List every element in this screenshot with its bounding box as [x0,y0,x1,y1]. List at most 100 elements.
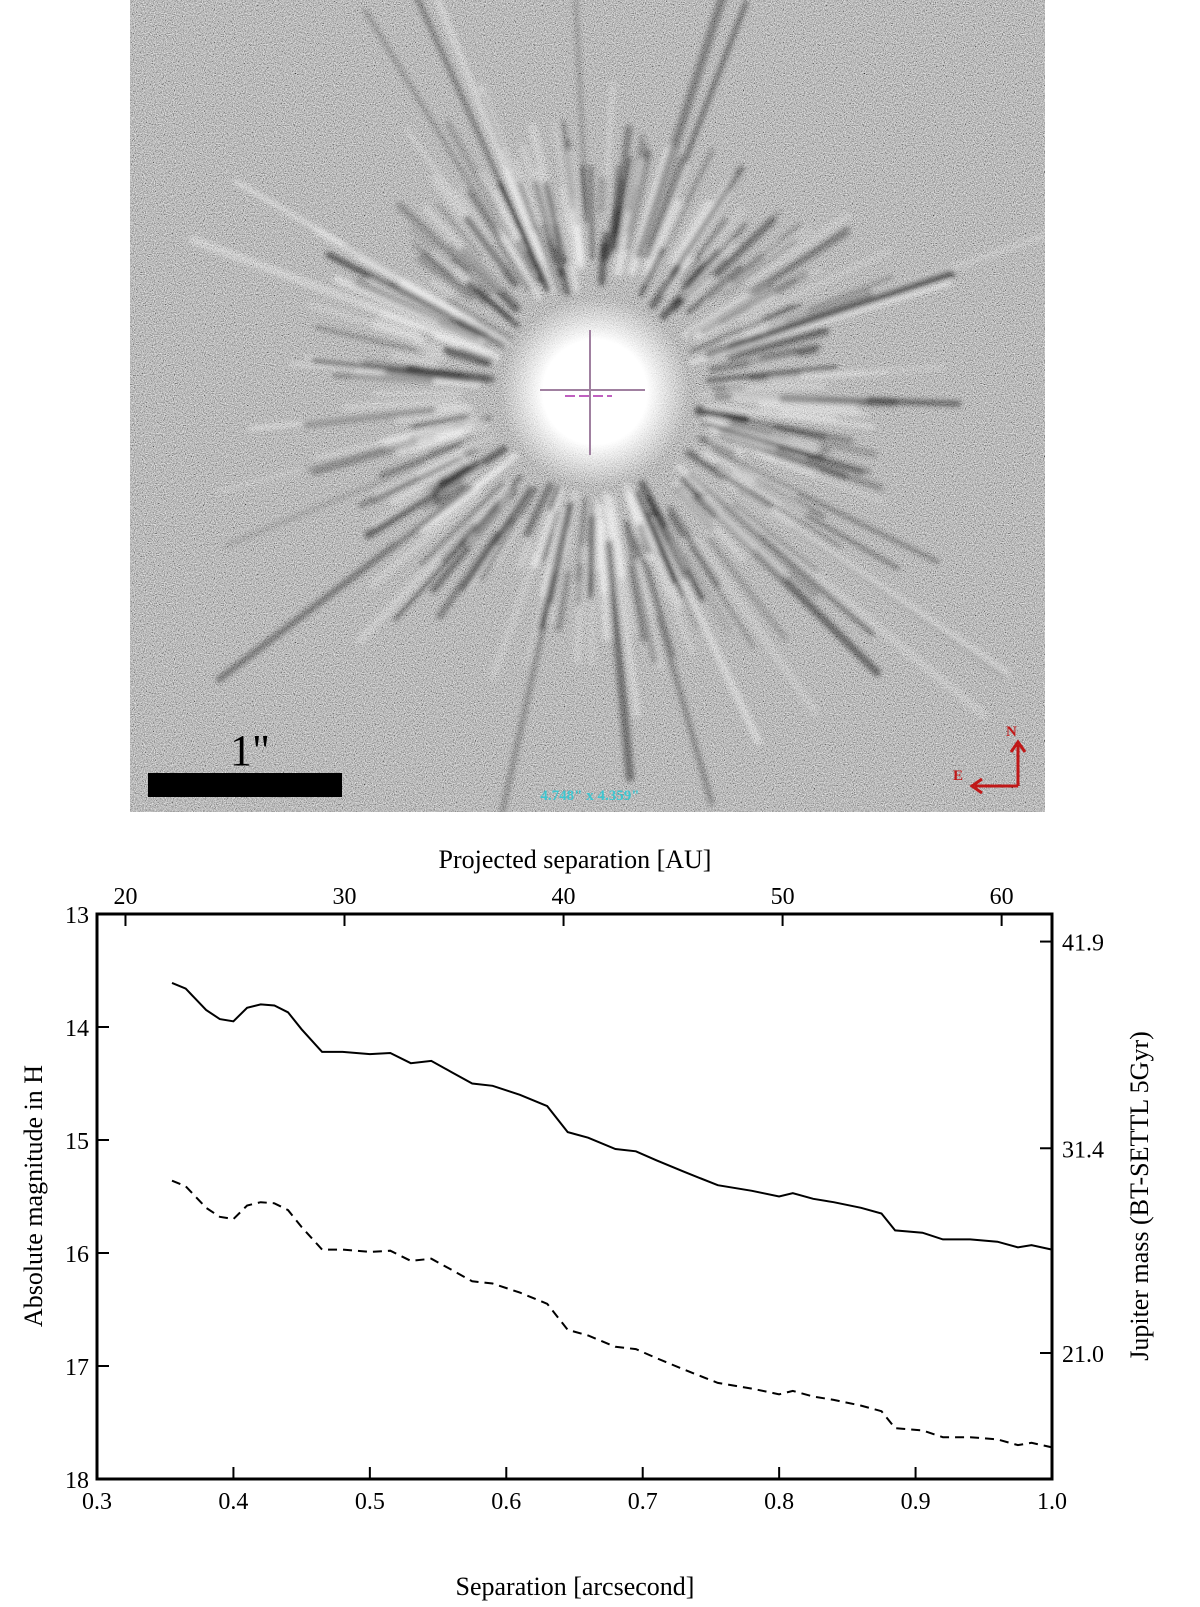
streak [724,319,786,346]
streak [396,201,471,274]
streak [691,492,718,520]
streak [633,536,715,806]
streak [492,516,515,546]
streak [638,566,656,616]
streak [646,155,684,247]
streak [579,165,589,224]
compass-arrows [969,739,1027,795]
y2-axis-label: Jupiter mass (BT-SETTL 5Gyr) [1125,1031,1154,1361]
streak [514,159,540,226]
streak [375,315,421,337]
speckle-streaks [188,0,1045,812]
streak [634,490,677,585]
x-tick-label: 0.5 [355,1489,385,1515]
streak [765,455,887,505]
streak [685,554,733,634]
streak [613,156,634,253]
streak [604,539,635,782]
streak [701,421,825,459]
streak [552,121,574,233]
data-line [171,1179,1053,1449]
streak [694,406,750,424]
streak [625,564,648,643]
streak [401,277,477,325]
streak [465,190,532,292]
streak [456,434,496,454]
streak [681,265,704,291]
streak [391,352,438,367]
streak [534,167,559,245]
streak [497,182,551,293]
star-core [500,297,690,487]
streak [683,242,736,298]
streak [606,495,627,579]
streak [768,428,878,458]
streak [694,217,727,259]
streak [718,430,849,481]
streak [497,207,537,277]
x2-tick-label: 50 [771,884,795,910]
streak [372,456,463,503]
streak [668,198,712,265]
streak [617,541,636,635]
streak [373,391,463,396]
field-size: 4.748" x 4.359" [540,788,639,804]
streak [419,481,506,568]
streak [530,486,565,569]
streak [726,326,830,361]
y2-tick-label: 31.4 [1062,1137,1104,1163]
streak [659,296,682,320]
streak [431,465,504,524]
streak [395,405,475,424]
streak [748,370,802,383]
streak [707,223,802,301]
x-tick-label: 0.8 [764,1489,794,1515]
streak [439,464,484,495]
streak [748,488,842,549]
streak [409,227,456,269]
x2-tick-label: 20 [113,884,137,910]
y-tick-label: 15 [65,1129,89,1155]
streak [778,394,899,407]
streak [689,545,755,648]
streak [629,555,659,665]
streak [489,554,540,681]
streak [495,517,525,567]
y2-tick-label: 41.9 [1062,931,1104,957]
streak [654,558,695,656]
x-axis-label: Separation [arcsecond] [456,1572,695,1601]
streak [433,481,467,507]
streak [759,343,822,362]
streak [667,513,685,538]
streak [418,348,446,361]
streak [412,425,490,453]
streak [645,0,749,259]
x-tick-label: 0.4 [218,1489,248,1515]
streak [705,270,956,358]
streak [622,520,640,560]
x-tick-label: 0.9 [901,1489,931,1515]
streak [713,216,777,278]
streak [769,370,863,381]
streak [444,297,513,342]
streak [710,425,778,451]
streak [722,238,798,297]
streak [430,279,454,297]
streak [557,266,572,296]
streak [371,484,438,526]
streak [720,506,820,599]
streak [442,346,492,367]
streak [768,370,890,382]
streak [702,206,747,259]
streak [697,435,737,456]
streak [750,353,797,367]
streak [678,218,729,283]
streak [518,143,553,239]
streak [363,8,503,238]
streak [626,133,645,213]
streak [466,281,520,328]
streak [692,536,819,716]
compass-n: N [1006,724,1017,740]
streak [629,490,658,551]
